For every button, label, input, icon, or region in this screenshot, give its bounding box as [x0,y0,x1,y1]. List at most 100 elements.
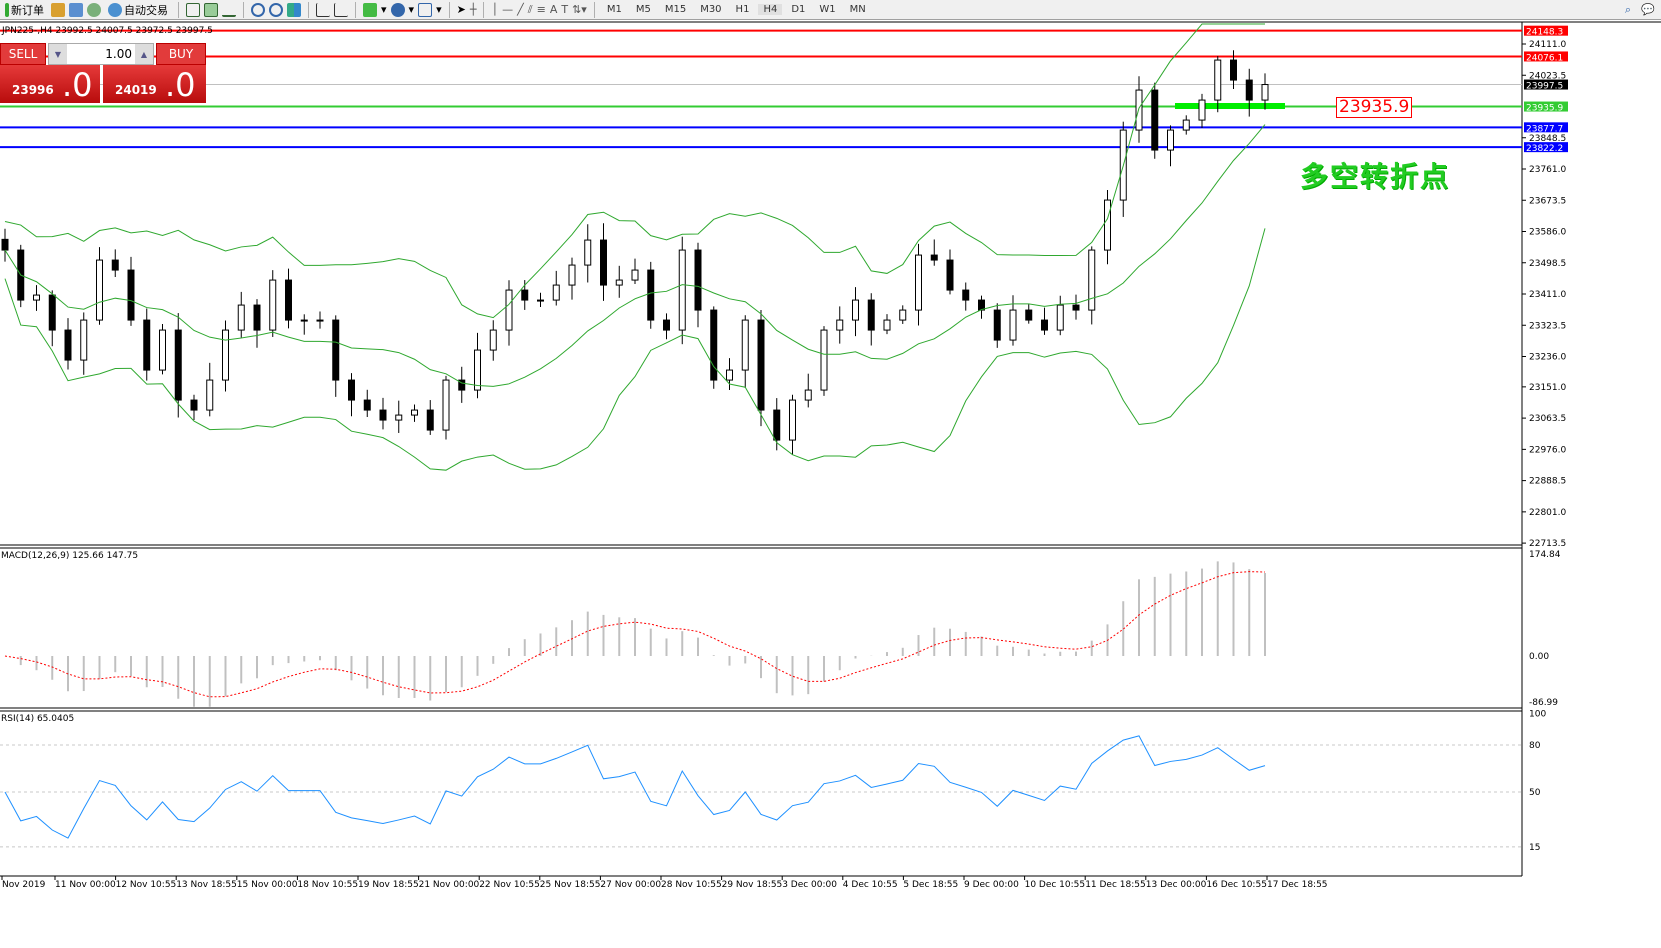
candle-body [64,329,72,361]
equidistant-channel-icon[interactable]: ⫽ [527,2,533,16]
price-tick-label: 23323.5 [1529,321,1566,331]
tf-d1[interactable]: D1 [791,4,806,15]
candle-body [694,249,702,311]
tf-m5[interactable]: M5 [635,4,651,15]
vertical-line-icon[interactable]: │ [491,3,499,16]
tf-m15[interactable]: M15 [664,4,687,15]
navigator-icon[interactable] [87,2,101,17]
tf-h4[interactable]: H4 [758,4,783,15]
autoscroll-icon[interactable] [334,2,348,17]
line-chart-icon[interactable] [222,3,236,17]
level-price-label: 23877.7 [1526,124,1563,134]
candle-body [411,409,418,416]
chart-shift-icon[interactable] [316,2,330,17]
cursor-icon[interactable]: ➤ [456,3,466,16]
ask-pips: .0 [165,66,196,104]
candle-body [96,259,103,321]
candle-body [1167,129,1174,151]
candle-body [159,329,166,371]
data-window-icon[interactable] [69,2,83,17]
price-tick-label: 23063.5 [1529,414,1566,424]
candle-body [1261,84,1269,101]
level-price-label: 23822.2 [1526,144,1563,154]
one-click-trading-panel: SELL ▼ ▲ BUY 23996 .0 24019 .0 [0,43,206,103]
candle-body [348,379,355,401]
buy-button[interactable]: BUY [156,43,206,65]
indicators-icon[interactable] [363,2,377,17]
level-price-label: 23935.9 [1526,104,1563,114]
periods-dropdown-icon[interactable]: ▾ [408,3,415,16]
macd-signal-line [4,571,1266,698]
candle-body [978,299,985,311]
candle-body [111,259,119,271]
price-annotation[interactable]: 23935.9 [1336,97,1413,118]
candle-body [552,284,560,301]
level-price-tag [1524,142,1568,153]
level-price-tag [1524,79,1568,90]
candle-body [489,329,497,351]
time-tick-label: 21 Nov 00:00 [419,880,480,890]
indicators-dropdown-icon[interactable]: ▾ [381,3,387,16]
candle-body [458,379,466,391]
crosshair-icon[interactable]: ┼ [469,3,477,16]
candle-body [993,309,1001,341]
turning-point-label[interactable]: 多空转折点 [1300,160,1451,193]
candle-body [852,299,859,321]
periods-icon[interactable] [390,2,405,17]
bid-price-button[interactable]: 23996 .0 [0,65,100,103]
candlestick-icon[interactable] [204,2,218,17]
tf-mn[interactable]: MN [849,4,866,15]
price-tick-label: 23848.5 [1529,134,1566,144]
time-tick-label: Nov 2019 [2,880,46,890]
separator [483,1,485,18]
search-icon[interactable]: ⌕ [1624,2,1631,16]
tf-w1[interactable]: W1 [819,4,836,15]
separator [448,1,450,18]
new-order-label: 新订单 [11,3,44,17]
ask-price-button[interactable]: 24019 .0 [103,65,206,103]
tf-m30[interactable]: M30 [700,4,722,15]
time-tick-label: 9 Dec 00:00 [964,880,1019,890]
auto-trading-icon [108,2,122,17]
level-price-tag [1524,122,1568,133]
trendline-icon[interactable]: ╱ [517,3,524,16]
tf-m1[interactable]: M1 [606,4,622,15]
horizontal-line-icon[interactable]: — [502,3,514,16]
zoom-in-icon[interactable] [251,2,265,17]
lot-input[interactable] [67,44,135,64]
level-price-tag [1524,25,1568,36]
templates-icon[interactable] [418,2,433,17]
templates-dropdown-icon[interactable]: ▾ [436,3,442,16]
separator [593,1,595,18]
lot-decrease-button[interactable]: ▼ [49,44,67,64]
market-watch-icon[interactable] [51,2,65,17]
bar-chart-icon[interactable] [186,2,200,17]
chat-icon[interactable]: 💬 [1641,3,1655,16]
price-tick-label: 23673.5 [1529,196,1566,206]
candle-body [804,389,812,401]
toolbar: 新订单 自动交易 ▾ ▾ ▾ ➤ ┼ │ — ╱ ⫽ ≡ A T ⇅▾ M1 M… [0,0,1661,20]
auto-trading-button[interactable]: 自动交易 [105,1,171,19]
text-icon[interactable]: A [549,3,558,16]
text-label-icon[interactable]: T [561,3,569,16]
lot-increase-button[interactable]: ▲ [135,44,153,64]
separator [178,1,179,18]
zoom-out-icon[interactable] [269,2,283,17]
arrows-icon[interactable]: ⇅▾ [572,3,587,16]
fibonacci-icon[interactable]: ≡ [536,3,546,16]
time-tick-label: 28 Nov 10:55 [661,880,722,890]
candle-body [300,319,308,322]
tile-windows-icon[interactable] [287,2,301,17]
candle-body [1072,304,1080,311]
candle-body [222,329,229,381]
candle-body [237,304,245,331]
new-order-button[interactable]: 新订单 [2,1,47,19]
candle-body [915,254,922,311]
sell-button[interactable]: SELL [0,43,46,65]
candle-body [316,319,324,322]
candle-body [773,409,781,441]
candle-body [836,319,844,331]
candle-body [363,399,371,411]
tf-h1[interactable]: H1 [735,4,750,15]
